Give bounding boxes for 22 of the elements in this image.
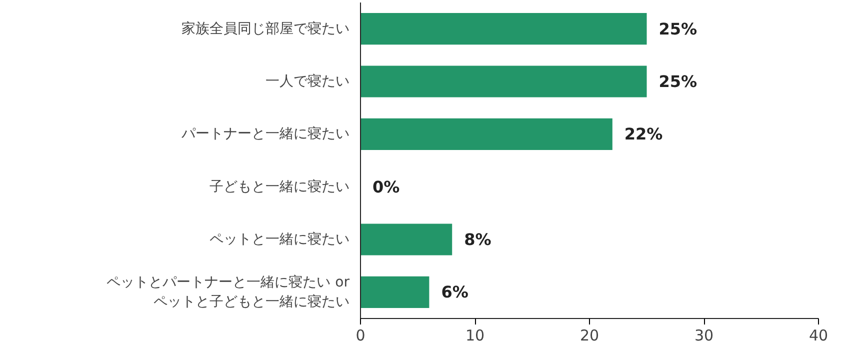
y-tick-label: ペットと一緒に寝たい: [210, 232, 350, 248]
data-label: 25%: [658, 19, 698, 38]
x-tick-label: 30: [694, 326, 714, 344]
y-tick-label: パートナーと一緒に寝たい: [180, 126, 350, 142]
y-tick-label: 家族全員同じ部屋で寝たい: [182, 20, 350, 37]
bar: [360, 66, 647, 98]
x-tick-label: 0: [356, 326, 366, 344]
x-tick-label: 10: [465, 326, 485, 344]
data-label: 6%: [441, 282, 468, 302]
bar: [360, 224, 452, 256]
y-tick-label: ペットとパートナーと一緒に寝たい or ペットと子どもと一緒に寝たい: [106, 274, 350, 310]
y-tick-label: 一人で寝たい: [266, 74, 350, 90]
y-tick-label: 子どもと一緒に寝たい: [210, 178, 350, 195]
bar: [360, 276, 430, 308]
data-label: 25%: [658, 72, 698, 91]
bar: [360, 13, 647, 45]
data-label: 8%: [464, 230, 492, 249]
data-label: 22%: [624, 124, 663, 144]
data-label: 0%: [372, 177, 400, 196]
x-tick-label: 40: [808, 326, 828, 344]
bar: [360, 118, 612, 150]
x-tick-label: 20: [580, 326, 600, 344]
